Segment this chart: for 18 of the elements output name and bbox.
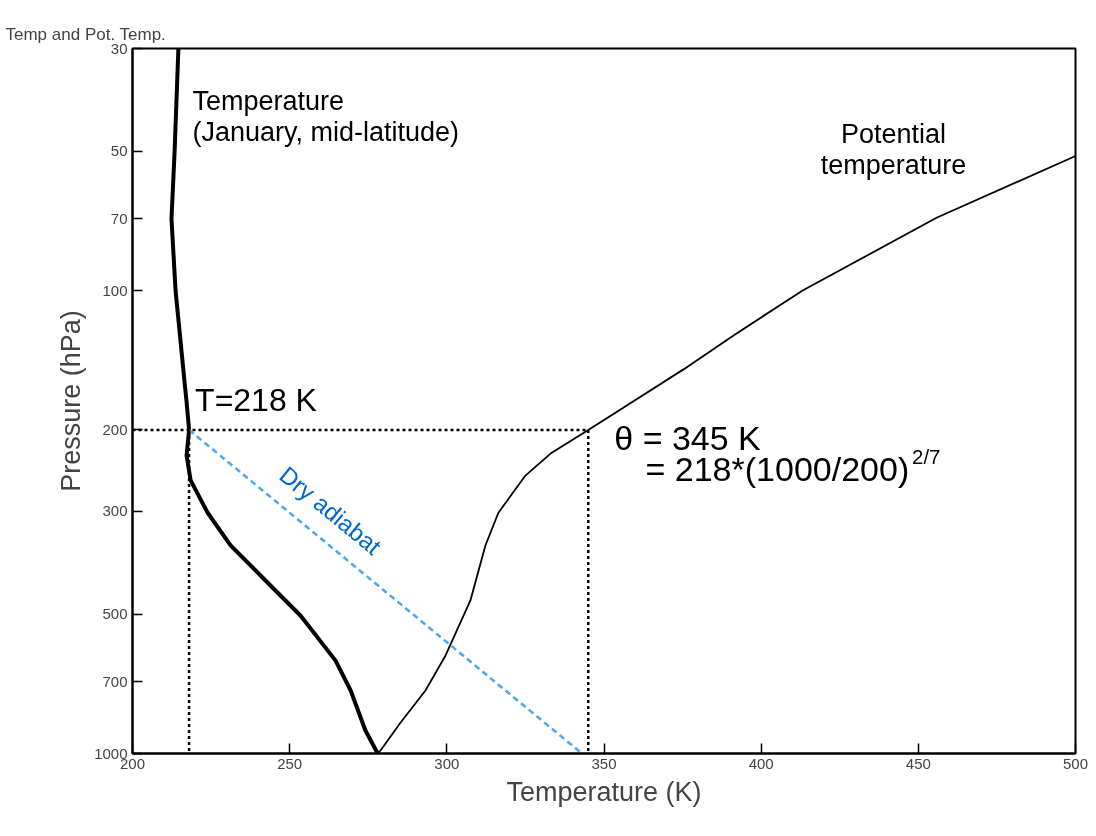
- y-tick-label: 700: [102, 672, 128, 690]
- annotation: T=218 K: [195, 381, 317, 418]
- x-axis-title: Temperature (K): [506, 776, 702, 807]
- x-tick-label: 350: [591, 754, 617, 772]
- y-axis-title: Pressure (hPa): [56, 310, 87, 492]
- annotation: Potential temperature: [820, 118, 967, 180]
- x-tick-label: 400: [748, 754, 774, 772]
- annotation: Temperature (January, mid-latitude): [192, 85, 460, 147]
- y-tick-label: 200: [102, 420, 128, 438]
- y-tick-label: 50: [110, 142, 128, 160]
- x-tick-label: 300: [434, 754, 460, 772]
- y-tick-label: 500: [102, 605, 128, 623]
- y-tick-label: 300: [102, 502, 128, 520]
- y-tick-label: 70: [110, 209, 128, 227]
- y-tick-label: 100: [102, 281, 128, 299]
- x-tick-label: 450: [905, 754, 931, 772]
- x-tick-label: 250: [277, 754, 303, 772]
- x-tick-label: 500: [1062, 754, 1089, 772]
